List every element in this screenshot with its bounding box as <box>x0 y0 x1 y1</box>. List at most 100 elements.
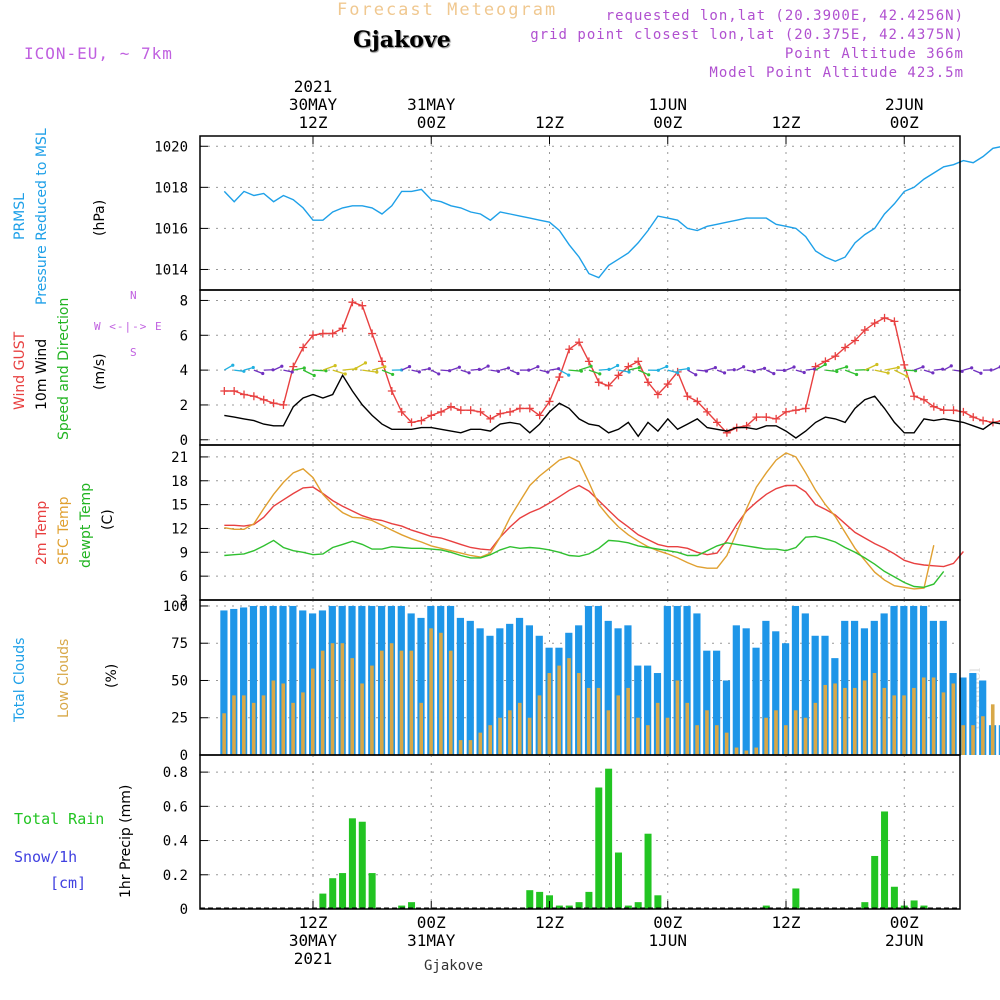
wind-arrow <box>864 363 878 371</box>
gust-marker <box>624 362 633 371</box>
bar-low-clouds <box>990 704 995 755</box>
wind-arrow-head <box>722 371 727 375</box>
bar-total-clouds <box>959 677 967 755</box>
ytick-label: 0.8 <box>163 765 188 781</box>
wind-arrow-head <box>343 372 347 376</box>
ytick-label: 6 <box>180 328 188 344</box>
compass-s: S <box>130 346 138 359</box>
wind-arrow-head <box>949 364 953 368</box>
wind-arrow <box>844 369 857 376</box>
bar-rain <box>644 833 652 909</box>
bar-rain <box>920 905 928 909</box>
bar-low-clouds <box>232 695 236 755</box>
wind-arrow-head <box>616 363 620 368</box>
bar-low-clouds <box>685 702 690 755</box>
gust-marker <box>663 380 672 389</box>
wind-arrow-head <box>875 362 879 367</box>
bar-low-clouds <box>882 687 887 755</box>
gust-marker <box>506 407 515 416</box>
ytick-label: 1018 <box>154 180 188 196</box>
wind-arrow-head <box>772 372 776 376</box>
bar-low-clouds <box>784 725 788 755</box>
gust-marker <box>683 392 692 401</box>
bar-low-clouds <box>370 665 374 755</box>
bar-rain <box>368 873 376 909</box>
bar-low-clouds <box>892 695 896 755</box>
bar-rain <box>634 902 642 909</box>
wind-arrow <box>657 365 668 371</box>
ytick-label: 1014 <box>154 262 188 278</box>
bar-rain <box>614 852 622 909</box>
ytick-label: 0.2 <box>163 868 188 884</box>
bar-low-clouds <box>715 725 719 755</box>
bar-total-clouds <box>496 628 504 755</box>
panel-precip: 0 0.2 0.4 0.6 0.8 <box>163 754 961 918</box>
bar-total-clouds <box>693 613 701 755</box>
wind-arrow <box>628 366 640 371</box>
ytick-label: 12 <box>171 521 188 537</box>
bar-low-clouds <box>399 650 404 755</box>
location-title: Gjakove <box>353 27 451 53</box>
ytick-label: 0 <box>180 433 188 449</box>
gust-marker <box>644 378 653 387</box>
bar-low-clouds <box>320 650 325 755</box>
ytick-label: 6 <box>180 569 188 585</box>
wind-arrow <box>293 367 305 371</box>
ytick-label: 18 <box>171 474 188 490</box>
bar-low-clouds <box>429 628 433 755</box>
bar-low-clouds <box>517 702 522 755</box>
bar-low-clouds <box>281 683 286 755</box>
wind-arrow <box>884 366 899 371</box>
gust-marker <box>358 301 367 310</box>
bar-low-clouds <box>478 732 483 755</box>
bar-low-clouds <box>596 687 601 755</box>
wind-arrow-head <box>896 365 900 370</box>
wind-arrow-head <box>546 370 550 374</box>
ytick-label: 0 <box>180 902 188 918</box>
ytick-label: 9 <box>180 545 188 561</box>
bar-low-clouds <box>439 632 443 755</box>
gust-marker <box>496 409 505 418</box>
point-altitude: Point Altitude 366m <box>784 46 964 62</box>
wind-arrow-head <box>556 367 561 371</box>
wind-arrow-head <box>970 366 974 370</box>
gust-marker <box>584 357 593 366</box>
wind-arrow <box>835 366 847 371</box>
bar-low-clouds <box>498 717 502 755</box>
gust-marker <box>476 407 485 416</box>
series-2m-temp <box>224 484 964 568</box>
gust-marker <box>240 390 249 399</box>
wind-arrow-head <box>845 365 849 369</box>
bar-total-clouds <box>634 665 642 755</box>
bar-low-clouds <box>586 687 591 755</box>
wind-arrow-head <box>333 364 337 368</box>
bar-low-clouds <box>734 747 739 755</box>
time-label-bottom: 2021 <box>294 949 333 968</box>
bar-rain <box>762 905 770 909</box>
panel-temperature: 3 6 9 12 15 18 21 <box>171 444 964 609</box>
time-label-bottom: 12Z <box>299 913 328 932</box>
bar-total-clouds <box>880 613 888 755</box>
bar-total-clouds <box>791 605 800 755</box>
bar-total-clouds <box>230 608 238 755</box>
bar-total-clouds <box>476 628 484 755</box>
gust-marker <box>614 371 623 380</box>
gust-marker <box>772 414 781 423</box>
ytick-label: 21 <box>171 450 188 466</box>
time-label-bottom: 00Z <box>890 913 919 932</box>
bar-total-clouds <box>742 628 750 755</box>
gust-marker <box>722 428 731 437</box>
bar-rain <box>358 821 366 909</box>
bar-total-clouds <box>614 628 622 755</box>
time-label-bottom: 1JUN <box>648 931 687 950</box>
chart-title: Forecast Meteogram <box>337 0 558 20</box>
bar-rain <box>792 888 800 909</box>
wind-arrow-head <box>407 365 412 369</box>
bar-low-clouds <box>754 747 759 755</box>
label-cm: [cm] <box>50 874 87 892</box>
bar-low-clouds <box>912 687 916 755</box>
panel-frame <box>199 135 961 291</box>
gust-marker <box>949 406 958 415</box>
bar-total-clouds <box>417 617 425 755</box>
bar-low-clouds <box>311 668 315 755</box>
